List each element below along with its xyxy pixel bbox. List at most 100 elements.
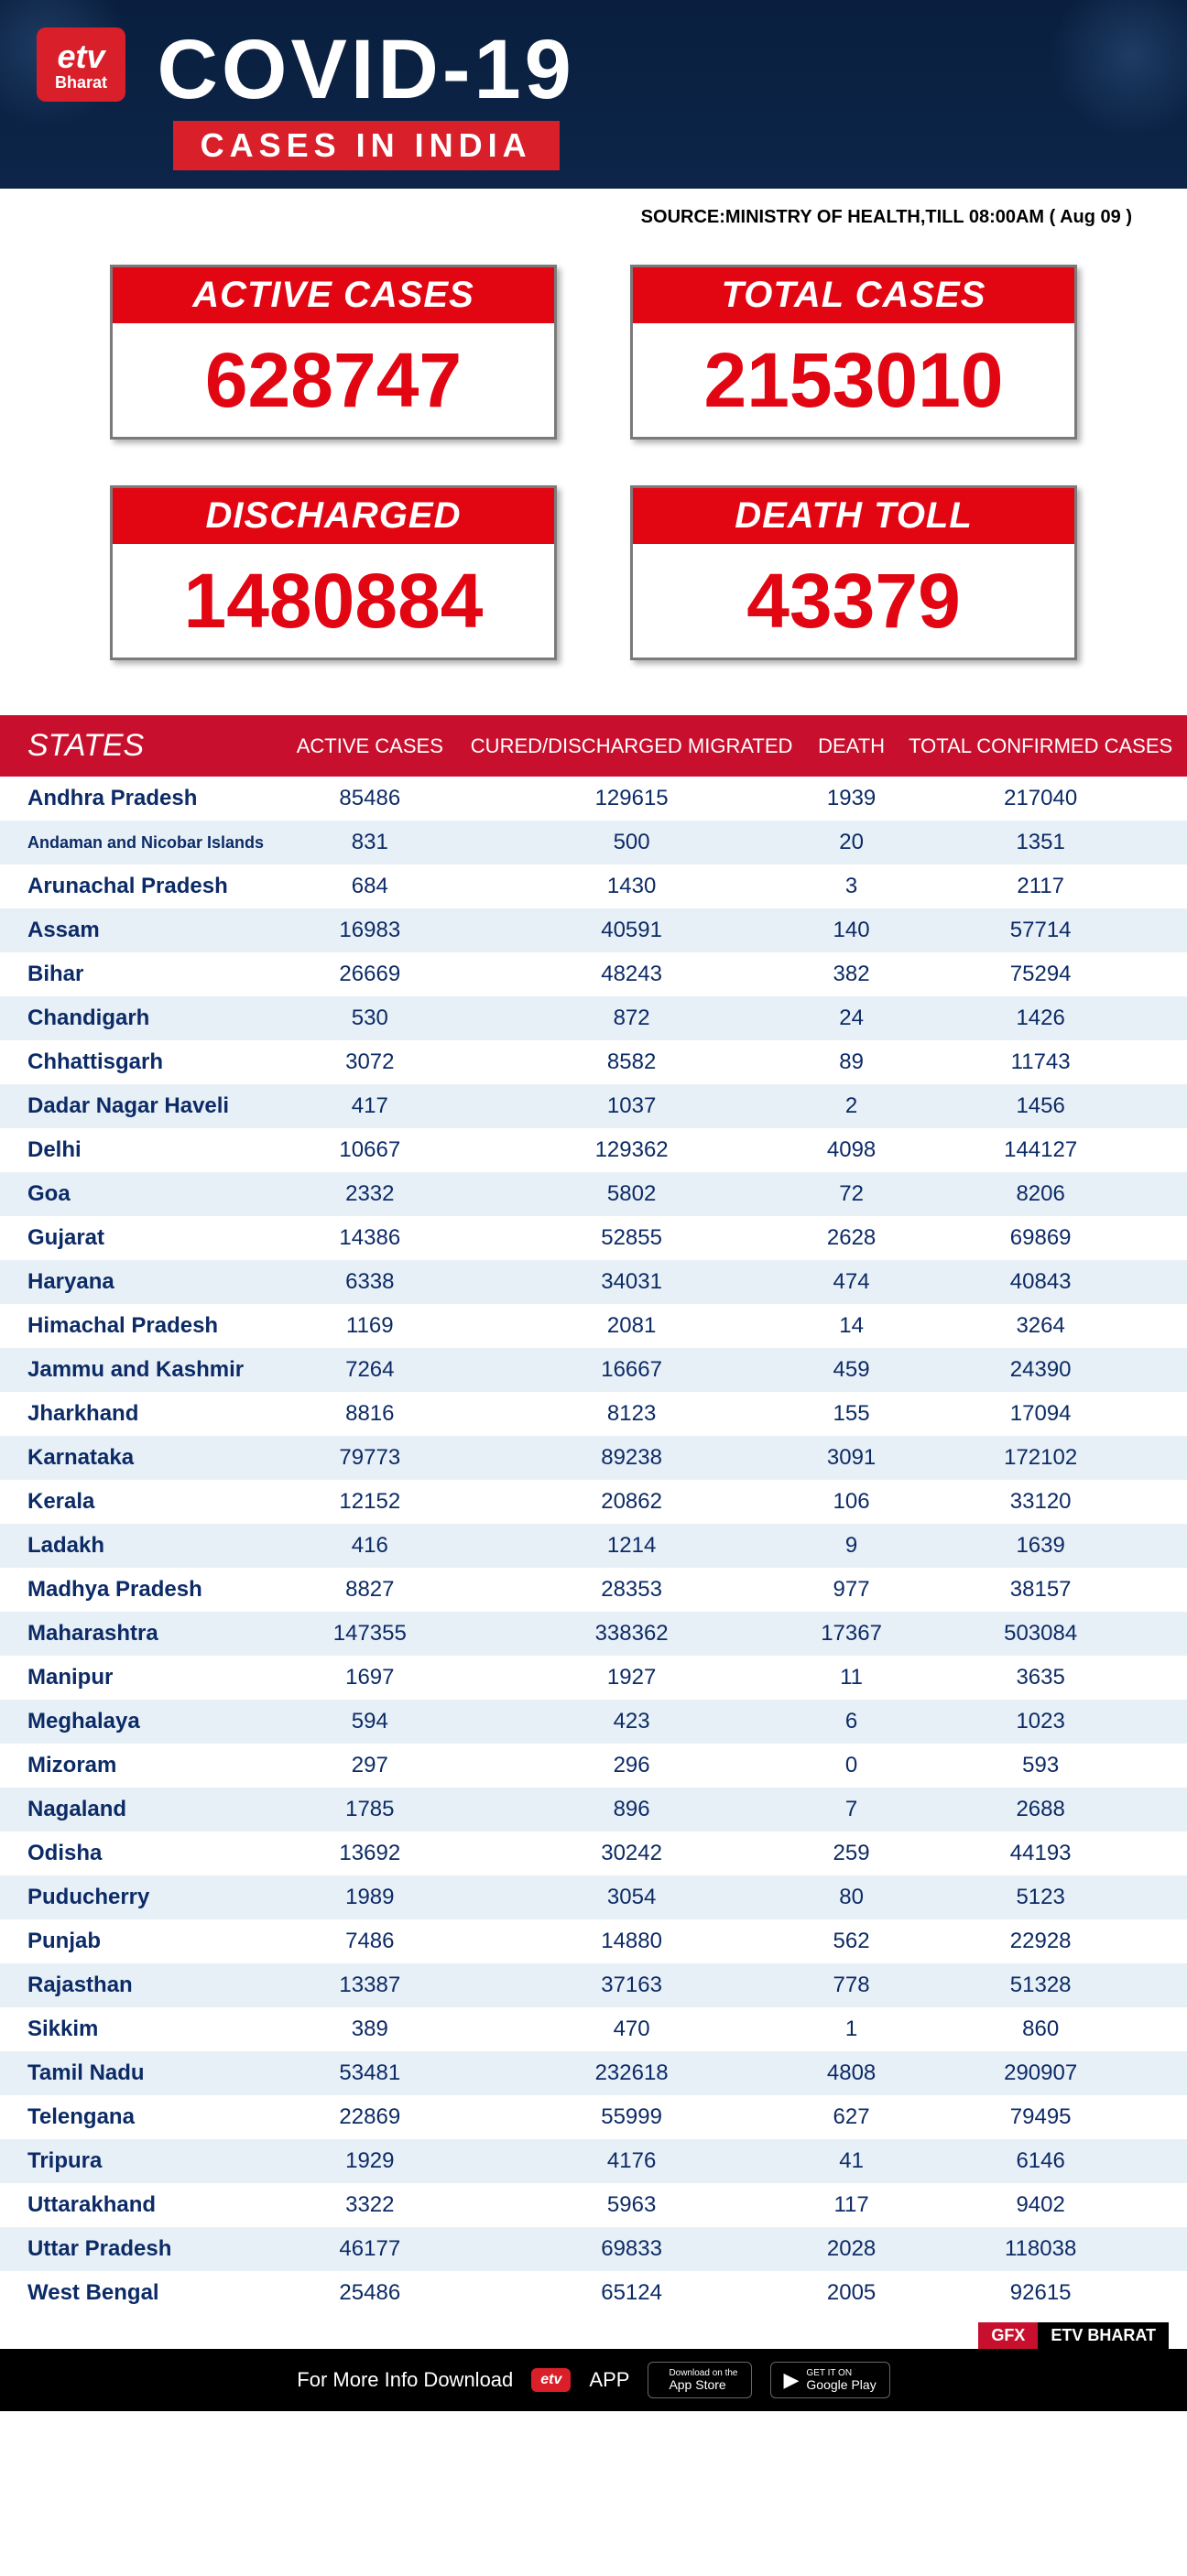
cell-value: 12152 xyxy=(285,1480,454,1524)
cell-value: 72 xyxy=(809,1172,894,1216)
cell-state: Andaman and Nicobar Islands xyxy=(0,821,285,864)
cell-state: Madhya Pradesh xyxy=(0,1568,285,1612)
table-row: Gujarat1438652855262869869 xyxy=(0,1216,1187,1260)
brand-logo: etv Bharat xyxy=(37,27,125,102)
cell-value: 117 xyxy=(809,2183,894,2227)
table-row: Andhra Pradesh854861296151939217040 xyxy=(0,777,1187,821)
cell-value: 860 xyxy=(894,2007,1187,2051)
cell-state: Punjab xyxy=(0,1919,285,1963)
cell-value: 530 xyxy=(285,996,454,1040)
cell-value: 338362 xyxy=(454,1612,808,1656)
cell-value: 1430 xyxy=(454,864,808,908)
gfx-label: GFX xyxy=(978,2322,1038,2349)
cell-value: 7486 xyxy=(285,1919,454,1963)
cell-value: 1697 xyxy=(285,1656,454,1700)
table-row: Tripura19294176416146 xyxy=(0,2139,1187,2183)
table-row: Jharkhand8816812315517094 xyxy=(0,1392,1187,1436)
cell-value: 4176 xyxy=(454,2139,808,2183)
cell-value: 1785 xyxy=(285,1788,454,1831)
cell-value: 22869 xyxy=(285,2095,454,2139)
cell-value: 155 xyxy=(809,1392,894,1436)
appstore-badge[interactable]: Download on the App Store xyxy=(648,2362,751,2398)
cell-value: 416 xyxy=(285,1524,454,1568)
cell-value: 3 xyxy=(809,864,894,908)
table-row: Arunachal Pradesh684143032117 xyxy=(0,864,1187,908)
stat-value: 1480884 xyxy=(113,544,554,658)
table-row: Chandigarh530872241426 xyxy=(0,996,1187,1040)
cell-value: 389 xyxy=(285,2007,454,2051)
stat-label: DISCHARGED xyxy=(113,488,554,544)
cell-value: 20 xyxy=(809,821,894,864)
cell-value: 17367 xyxy=(809,1612,894,1656)
table-row: Uttar Pradesh46177698332028118038 xyxy=(0,2227,1187,2271)
stat-label: TOTAL CASES xyxy=(633,267,1074,323)
cell-value: 8816 xyxy=(285,1392,454,1436)
cell-value: 2 xyxy=(809,1084,894,1128)
cell-state: Tripura xyxy=(0,2139,285,2183)
footer-mini-logo: etv xyxy=(531,2368,571,2392)
cell-state: Jharkhand xyxy=(0,1392,285,1436)
cell-state: Himachal Pradesh xyxy=(0,1304,285,1348)
cell-value: 1989 xyxy=(285,1875,454,1919)
cell-value: 3072 xyxy=(285,1040,454,1084)
cell-value: 11743 xyxy=(894,1040,1187,1084)
cell-value: 417 xyxy=(285,1084,454,1128)
cell-value: 79495 xyxy=(894,2095,1187,2139)
cell-value: 593 xyxy=(894,1744,1187,1788)
cell-value: 1426 xyxy=(894,996,1187,1040)
col-header-cured: CURED/DISCHARGED MIGRATED xyxy=(454,715,808,777)
cell-state: Arunachal Pradesh xyxy=(0,864,285,908)
cell-value: 26669 xyxy=(285,952,454,996)
cell-value: 106 xyxy=(809,1480,894,1524)
cell-value: 53481 xyxy=(285,2051,454,2095)
cell-state: Uttar Pradesh xyxy=(0,2227,285,2271)
cell-value: 1939 xyxy=(809,777,894,821)
cell-value: 3054 xyxy=(454,1875,808,1919)
cell-value: 30242 xyxy=(454,1831,808,1875)
table-row: Sikkim3894701860 xyxy=(0,2007,1187,2051)
cell-value: 6146 xyxy=(894,2139,1187,2183)
table-row: Tamil Nadu534812326184808290907 xyxy=(0,2051,1187,2095)
cell-value: 8827 xyxy=(285,1568,454,1612)
cell-value: 129362 xyxy=(454,1128,808,1172)
cell-value: 382 xyxy=(809,952,894,996)
cell-value: 69833 xyxy=(454,2227,808,2271)
cell-value: 1023 xyxy=(894,1700,1187,1744)
cell-value: 140 xyxy=(809,908,894,952)
cell-value: 1 xyxy=(809,2007,894,2051)
cell-value: 46177 xyxy=(285,2227,454,2271)
cell-value: 40843 xyxy=(894,1260,1187,1304)
cell-state: Haryana xyxy=(0,1260,285,1304)
cell-value: 57714 xyxy=(894,908,1187,952)
cell-value: 977 xyxy=(809,1568,894,1612)
cell-value: 79773 xyxy=(285,1436,454,1480)
googleplay-badge[interactable]: ▶ GET IT ON Google Play xyxy=(770,2362,890,2398)
stat-label: DEATH TOLL xyxy=(633,488,1074,544)
cell-value: 6 xyxy=(809,1700,894,1744)
cell-value: 4098 xyxy=(809,1128,894,1172)
cell-value: 423 xyxy=(454,1700,808,1744)
cell-state: Karnataka xyxy=(0,1436,285,1480)
cell-value: 37163 xyxy=(454,1963,808,2007)
cell-value: 20862 xyxy=(454,1480,808,1524)
table-row: Nagaland178589672688 xyxy=(0,1788,1187,1831)
cell-value: 89 xyxy=(809,1040,894,1084)
table-row: Dadar Nagar Haveli417103721456 xyxy=(0,1084,1187,1128)
cell-value: 147355 xyxy=(285,1612,454,1656)
cell-state: West Bengal xyxy=(0,2271,285,2315)
cell-state: Chandigarh xyxy=(0,996,285,1040)
cell-value: 1929 xyxy=(285,2139,454,2183)
cell-state: Kerala xyxy=(0,1480,285,1524)
cell-value: 89238 xyxy=(454,1436,808,1480)
cell-state: Chhattisgarh xyxy=(0,1040,285,1084)
cell-state: Delhi xyxy=(0,1128,285,1172)
cell-value: 51328 xyxy=(894,1963,1187,2007)
cell-state: Meghalaya xyxy=(0,1700,285,1744)
cell-value: 0 xyxy=(809,1744,894,1788)
cell-value: 2332 xyxy=(285,1172,454,1216)
col-header-death: DEATH xyxy=(809,715,894,777)
cell-value: 17094 xyxy=(894,1392,1187,1436)
summary-stats-grid: ACTIVE CASES 628747 TOTAL CASES 2153010 … xyxy=(0,237,1187,715)
table-row: Telengana228695599962779495 xyxy=(0,2095,1187,2139)
cell-value: 217040 xyxy=(894,777,1187,821)
